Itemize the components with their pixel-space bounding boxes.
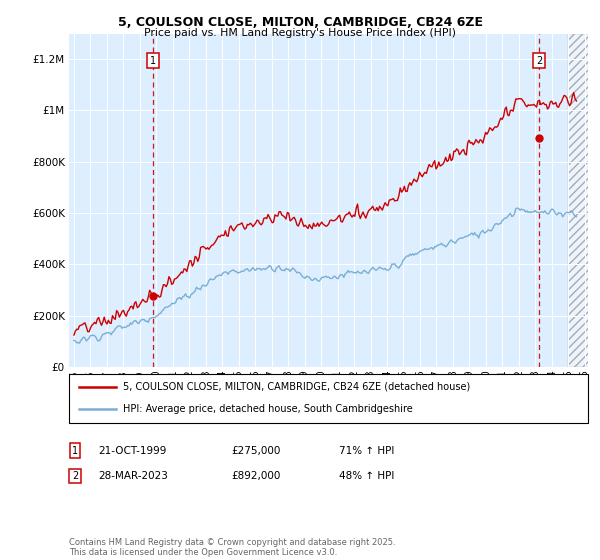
Text: 71% ↑ HPI: 71% ↑ HPI <box>339 446 394 456</box>
Text: 2: 2 <box>536 55 542 66</box>
Text: 5, COULSON CLOSE, MILTON, CAMBRIDGE, CB24 6ZE (detached house): 5, COULSON CLOSE, MILTON, CAMBRIDGE, CB2… <box>124 382 471 392</box>
Text: 1: 1 <box>150 55 156 66</box>
Text: £892,000: £892,000 <box>231 471 280 481</box>
Bar <box>568 34 600 367</box>
Text: 2: 2 <box>72 471 78 481</box>
Text: 28-MAR-2023: 28-MAR-2023 <box>98 471 167 481</box>
Text: Contains HM Land Registry data © Crown copyright and database right 2025.
This d: Contains HM Land Registry data © Crown c… <box>69 538 395 557</box>
Text: £275,000: £275,000 <box>231 446 280 456</box>
Text: HPI: Average price, detached house, South Cambridgeshire: HPI: Average price, detached house, Sout… <box>124 404 413 414</box>
Bar <box>568 34 600 367</box>
FancyBboxPatch shape <box>69 374 588 423</box>
Text: 5, COULSON CLOSE, MILTON, CAMBRIDGE, CB24 6ZE: 5, COULSON CLOSE, MILTON, CAMBRIDGE, CB2… <box>118 16 482 29</box>
Text: Price paid vs. HM Land Registry's House Price Index (HPI): Price paid vs. HM Land Registry's House … <box>144 28 456 38</box>
Text: 48% ↑ HPI: 48% ↑ HPI <box>339 471 394 481</box>
Text: 1: 1 <box>72 446 78 456</box>
Text: 21-OCT-1999: 21-OCT-1999 <box>98 446 166 456</box>
